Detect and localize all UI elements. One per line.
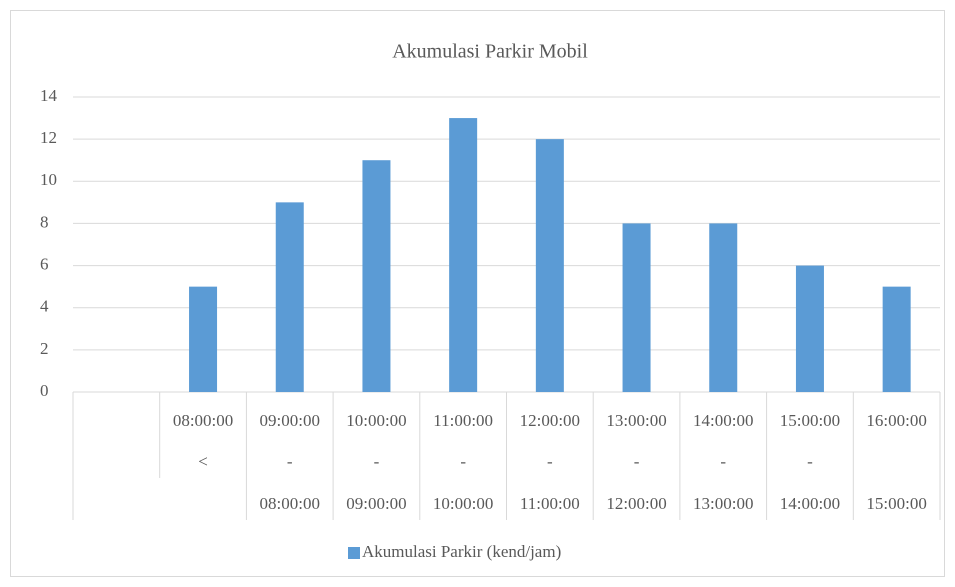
y-tick-label: 8 <box>40 212 49 231</box>
bar <box>535 139 564 392</box>
legend-label: Akumulasi Parkir (kend/jam) <box>362 542 561 561</box>
x-tick-label: 13:00:00 <box>693 494 753 513</box>
x-tick-label: < <box>198 452 208 471</box>
legend-swatch <box>348 547 360 559</box>
bar <box>449 118 478 393</box>
x-tick-label: 12:00:00 <box>520 411 580 430</box>
bar <box>275 202 304 392</box>
bar <box>795 265 824 392</box>
x-tick-label: 10:00:00 <box>433 494 493 513</box>
x-tick-label: - <box>287 452 293 471</box>
x-tick-label: 15:00:00 <box>866 494 926 513</box>
x-tick-label: 14:00:00 <box>780 494 840 513</box>
bar <box>189 286 218 392</box>
y-tick-label: 0 <box>40 381 49 400</box>
x-tick-label: - <box>547 452 553 471</box>
x-tick-label: 08:00:00 <box>173 411 233 430</box>
x-tick-label: 16:00:00 <box>866 411 926 430</box>
x-tick-label: 09:00:00 <box>260 411 320 430</box>
bar <box>622 223 651 392</box>
y-tick-label: 6 <box>40 254 49 273</box>
x-tick-label: - <box>634 452 640 471</box>
chart-border <box>10 10 945 577</box>
x-tick-label: 11:00:00 <box>520 494 580 513</box>
x-tick-label: - <box>720 452 726 471</box>
bar <box>882 286 911 392</box>
y-tick-label: 10 <box>40 170 57 189</box>
chart-title: Akumulasi Parkir Mobil <box>392 41 588 63</box>
x-tick-label: 12:00:00 <box>606 494 666 513</box>
x-tick-label: - <box>460 452 466 471</box>
bar <box>709 223 738 392</box>
y-tick-label: 12 <box>40 128 57 147</box>
x-tick-label: 15:00:00 <box>780 411 840 430</box>
x-tick-label: 10:00:00 <box>346 411 406 430</box>
y-tick-label: 14 <box>40 86 58 105</box>
y-tick-label: 2 <box>40 339 49 358</box>
x-tick-label: - <box>374 452 380 471</box>
x-tick-label: 13:00:00 <box>606 411 666 430</box>
x-tick-label: - <box>807 452 813 471</box>
x-tick-label: 09:00:00 <box>346 494 406 513</box>
x-tick-label: 08:00:00 <box>260 494 320 513</box>
x-tick-label: 14:00:00 <box>693 411 753 430</box>
x-tick-label: 11:00:00 <box>433 411 493 430</box>
y-tick-label: 4 <box>40 297 49 316</box>
bar <box>362 160 391 392</box>
